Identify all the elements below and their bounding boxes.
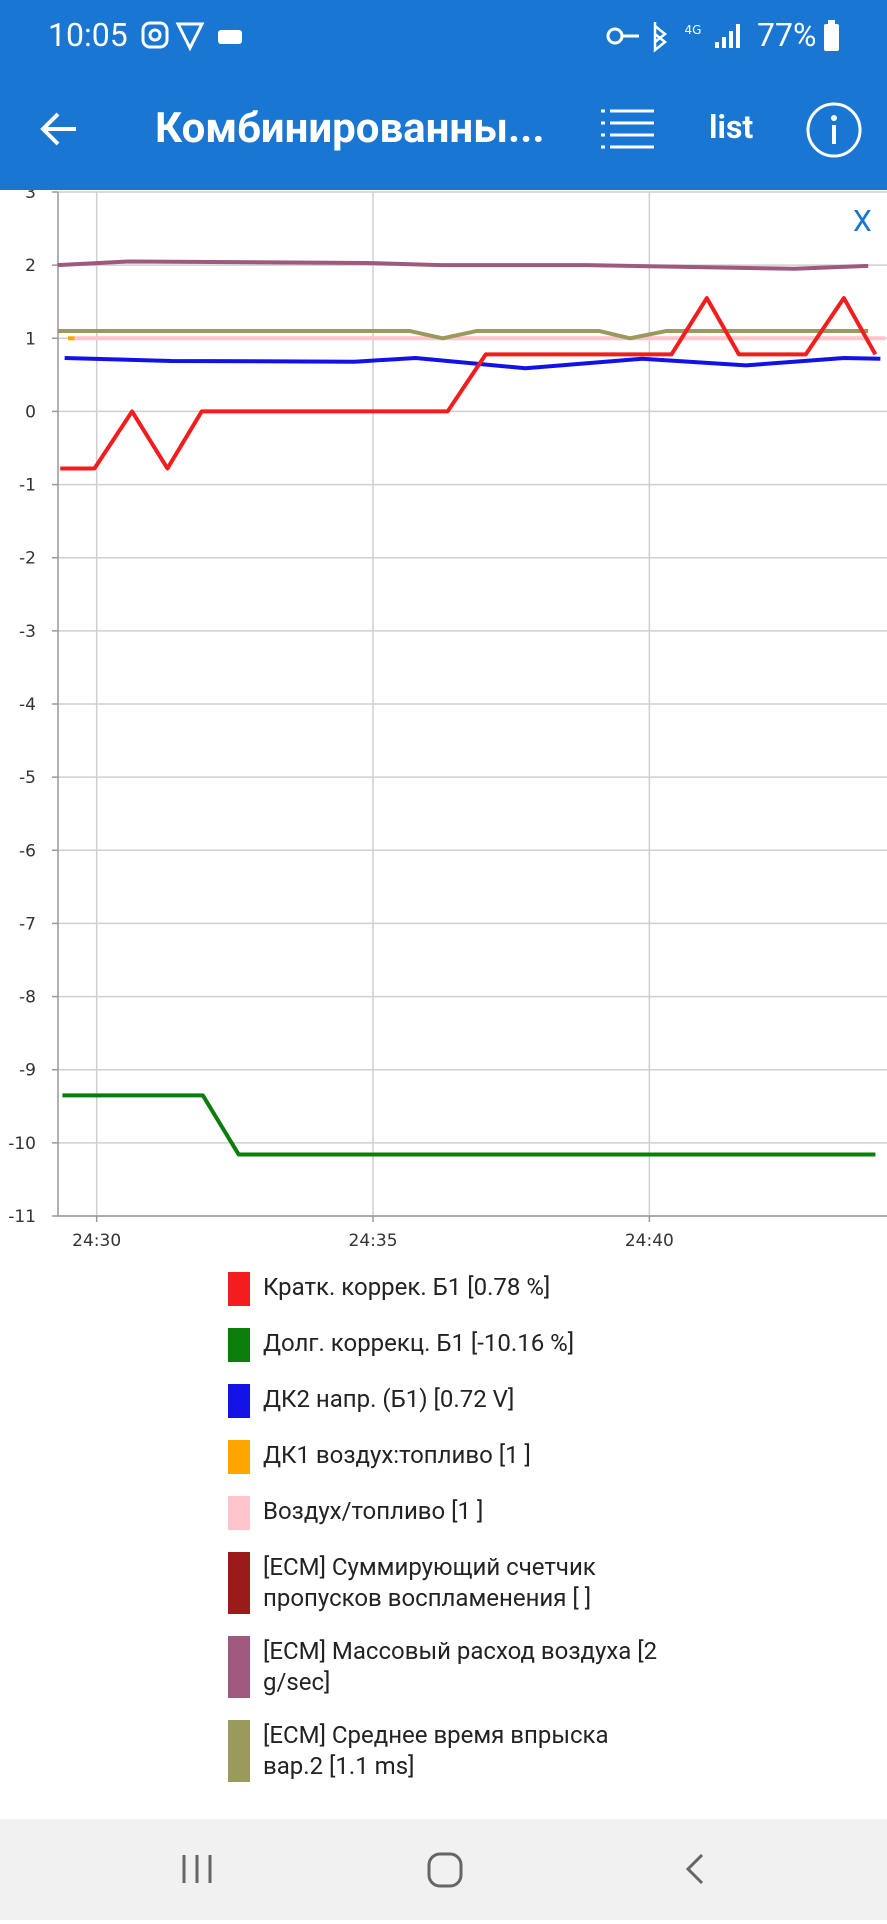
y-tick-label: -2 — [19, 549, 36, 569]
y-tick-label: -5 — [19, 768, 36, 788]
y-tick-label: -11 — [8, 1207, 36, 1227]
x-tick-label: 24:40 — [625, 1231, 674, 1251]
legend-swatch — [228, 1272, 250, 1306]
legend-item: [ECM] Массовый расход воздуха [2 g/sec] — [228, 1636, 658, 1698]
legend-item: ДК1 воздух:топливо [1 ] — [228, 1440, 658, 1474]
legend-swatch — [228, 1496, 250, 1530]
screen-title: Комбинированны... — [155, 104, 545, 153]
battery-level: 77% — [757, 16, 817, 54]
series-line — [57, 259, 869, 271]
legend-label: [ECM] Среднее время впрыска вар.2 [1.1 m… — [263, 1721, 609, 1780]
legend-label: ДК2 напр. (Б1) [0.72 V] — [263, 1385, 515, 1413]
list-icon[interactable] — [600, 106, 656, 152]
legend-item: Кратк. коррек. Б1 [0.78 %] — [228, 1272, 658, 1306]
close-chart[interactable]: X — [853, 204, 872, 239]
y-tick-label: -10 — [8, 1134, 36, 1154]
x-tick-label: 24:35 — [349, 1231, 398, 1251]
series-line — [60, 296, 878, 471]
series-line — [64, 356, 881, 371]
info-button[interactable] — [805, 101, 863, 159]
back-button[interactable] — [38, 108, 80, 150]
y-tick-label: -9 — [19, 1061, 36, 1081]
legend-label: Воздух/топливо [1 ] — [263, 1497, 484, 1525]
legend-label: ДК1 воздух:топливо [1 ] — [263, 1441, 531, 1469]
legend-label: Долг. коррекц. Б1 [-10.16 %] — [263, 1329, 575, 1357]
status-icons — [141, 21, 242, 52]
legend-item: [ECM] Суммирующий счетчик пропусков восп… — [228, 1552, 658, 1614]
legend-swatch — [228, 1440, 250, 1474]
y-tick-label: -3 — [19, 622, 36, 642]
y-tick-label: -6 — [19, 841, 36, 861]
legend-swatch — [228, 1328, 250, 1362]
legend-swatch — [228, 1636, 250, 1698]
legend-item: Воздух/топливо [1 ] — [228, 1496, 658, 1530]
y-tick-label: -7 — [19, 914, 36, 934]
y-tick-label: -8 — [19, 988, 36, 1008]
navigation-bar — [0, 1819, 887, 1920]
y-tick-label: 1 — [25, 329, 36, 349]
status-time: 10:05 — [48, 16, 128, 54]
legend-swatch — [228, 1384, 250, 1418]
legend-swatch — [228, 1552, 250, 1614]
y-tick-label: -1 — [19, 476, 36, 496]
svg-text:4G: 4G — [685, 23, 702, 37]
battery-icon — [824, 20, 839, 51]
app-header: 10:05 4G 77% Комбинированны... list — [0, 0, 887, 190]
legend-swatch — [228, 1720, 250, 1782]
y-tick-label: 3 — [25, 190, 36, 203]
x-tick-label: 24:30 — [72, 1231, 121, 1251]
legend: Кратк. коррек. Б1 [0.78 %] Долг. коррекц.… — [228, 1272, 658, 1782]
status-icons-right: 4G — [606, 22, 740, 53]
list-button[interactable]: list — [709, 108, 754, 146]
legend-label: [ECM] Суммирующий счетчик пропусков восп… — [263, 1553, 596, 1612]
legend-label: [ECM] Массовый расход воздуха [2 g/sec] — [263, 1637, 658, 1696]
y-tick-label: 0 — [25, 402, 36, 422]
legend-label: Кратк. коррек. Б1 [0.78 %] — [263, 1273, 551, 1301]
series-line — [62, 1093, 876, 1157]
legend-item: [ECM] Среднее время впрыска вар.2 [1.1 m… — [228, 1720, 658, 1782]
legend-item: Долг. коррекц. Б1 [-10.16 %] — [228, 1328, 658, 1362]
nav-icons — [182, 1852, 704, 1888]
y-tick-label: -4 — [19, 695, 36, 715]
series-line — [57, 328, 869, 341]
y-tick-label: 2 — [25, 256, 36, 276]
legend-item: ДК2 напр. (Б1) [0.72 V] — [228, 1384, 658, 1418]
